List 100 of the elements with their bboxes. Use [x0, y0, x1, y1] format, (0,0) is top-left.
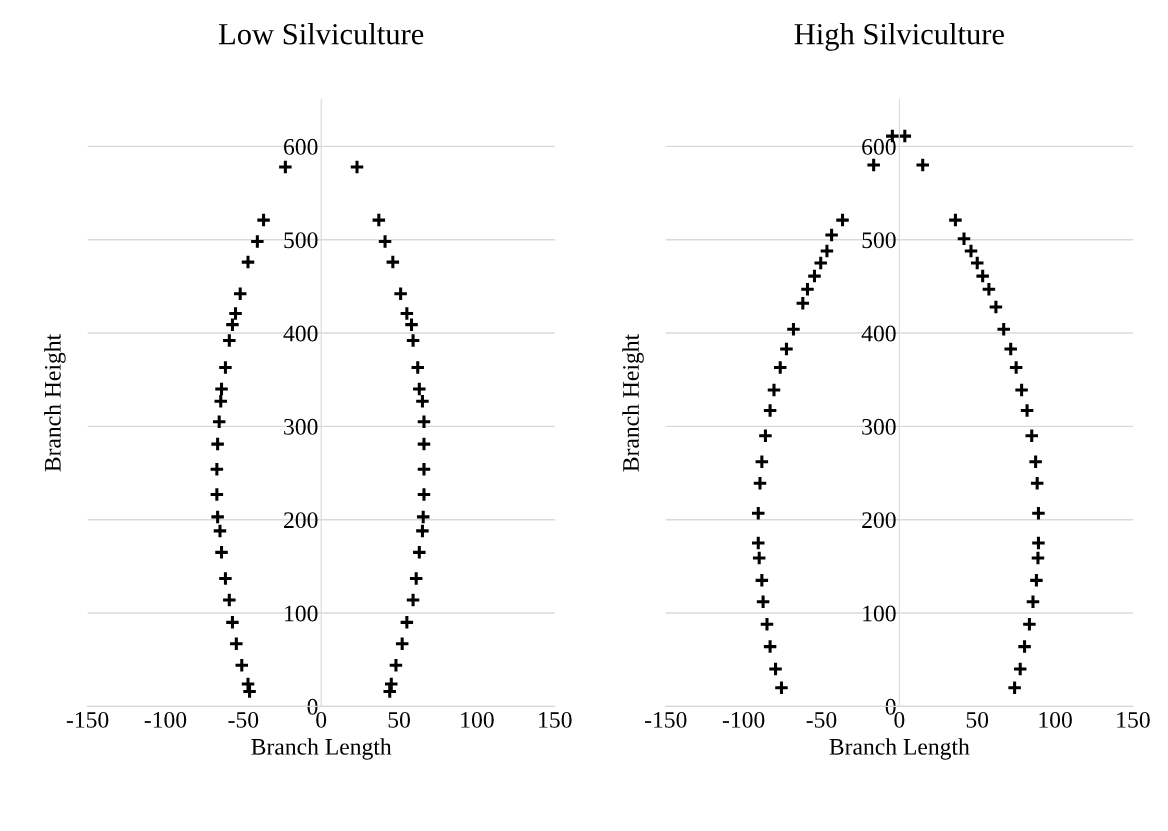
point: [773, 679, 790, 696]
point: [409, 359, 426, 376]
point: [1028, 572, 1045, 589]
y-tick-label: 100: [285, 605, 318, 622]
point: [385, 254, 401, 270]
point: [772, 359, 788, 376]
point: [897, 128, 913, 144]
x-axis-title: Branch Length: [829, 738, 970, 760]
point: [1021, 616, 1038, 632]
point: [778, 341, 795, 357]
point: [1008, 359, 1024, 376]
point: [963, 243, 979, 259]
point: [240, 676, 256, 692]
point: [754, 454, 770, 470]
point: [757, 427, 774, 444]
point: [995, 321, 1012, 338]
point: [759, 616, 775, 632]
point: [795, 295, 811, 311]
point: [1012, 661, 1028, 677]
point: [762, 638, 778, 655]
point: [228, 636, 245, 652]
point: [767, 661, 784, 677]
y-tick-label: 400: [283, 325, 318, 342]
point: [754, 572, 770, 589]
point: [834, 212, 851, 228]
point: [209, 486, 225, 503]
point: [399, 305, 415, 322]
x-tick-label: 100: [461, 711, 494, 728]
point: [277, 159, 294, 175]
point: [411, 381, 428, 397]
point: [812, 255, 829, 271]
point: [224, 316, 241, 333]
point: [209, 509, 226, 525]
point: [415, 509, 431, 525]
point: [414, 393, 431, 409]
point: [227, 305, 244, 322]
y-axis-title: Branch Height: [44, 334, 66, 472]
point: [981, 281, 997, 297]
point: [762, 402, 778, 419]
x-tick-label: -150: [645, 711, 687, 728]
point: [416, 436, 432, 452]
point: [392, 286, 409, 302]
point: [403, 316, 420, 333]
point: [751, 550, 767, 566]
point: [217, 570, 234, 587]
point: [1029, 475, 1045, 492]
point: [224, 614, 241, 631]
point: [755, 594, 771, 610]
point: [408, 570, 424, 587]
x-tick-label: 150: [1117, 711, 1150, 728]
y-tick-label: 600: [862, 138, 896, 155]
x-tick-label: -100: [722, 711, 765, 728]
point: [414, 523, 431, 539]
y-tick-label: 400: [861, 325, 896, 342]
point: [1027, 454, 1044, 470]
point: [405, 592, 421, 608]
point: [394, 636, 410, 652]
point: [865, 157, 882, 173]
point: [823, 227, 840, 243]
point: [1019, 402, 1035, 419]
point: [213, 381, 230, 397]
y-tick-label: 500: [862, 232, 896, 249]
x-tick-label: 100: [1039, 711, 1072, 728]
point: [211, 413, 227, 430]
point: [750, 505, 767, 521]
point: [213, 544, 230, 561]
x-tick-label: -50: [806, 711, 837, 728]
point: [249, 233, 266, 250]
point: [221, 592, 238, 608]
point: [241, 683, 258, 700]
point: [416, 413, 432, 430]
point: [914, 157, 931, 173]
point: [969, 255, 986, 271]
point: [221, 332, 238, 349]
point: [785, 321, 802, 338]
point: [405, 332, 421, 349]
point: [234, 657, 250, 674]
y-tick-label: 200: [284, 512, 318, 529]
y-tick-label: 200: [862, 512, 896, 529]
x-tick-label: 50: [966, 711, 989, 728]
y-tick-label: 500: [284, 232, 318, 249]
point: [1025, 594, 1041, 610]
y-tick-label: 600: [284, 138, 318, 155]
point: [956, 231, 972, 247]
y-tick-label: 100: [863, 605, 896, 622]
point: [1002, 341, 1019, 357]
chart-title: High Silviculture: [794, 22, 1004, 51]
y-axis-title: Branch Height: [622, 334, 644, 472]
point: [1013, 382, 1030, 398]
point: [1030, 505, 1047, 521]
point: [819, 243, 835, 259]
point: [799, 281, 816, 297]
x-axis-title: Branch Length: [251, 738, 392, 760]
x-tick-label: -150: [66, 711, 109, 728]
x-tick-label: 150: [539, 711, 572, 728]
point: [1006, 679, 1023, 696]
point: [388, 657, 404, 674]
point: [377, 233, 393, 250]
x-tick-label: 50: [388, 711, 410, 728]
point: [1023, 427, 1040, 444]
